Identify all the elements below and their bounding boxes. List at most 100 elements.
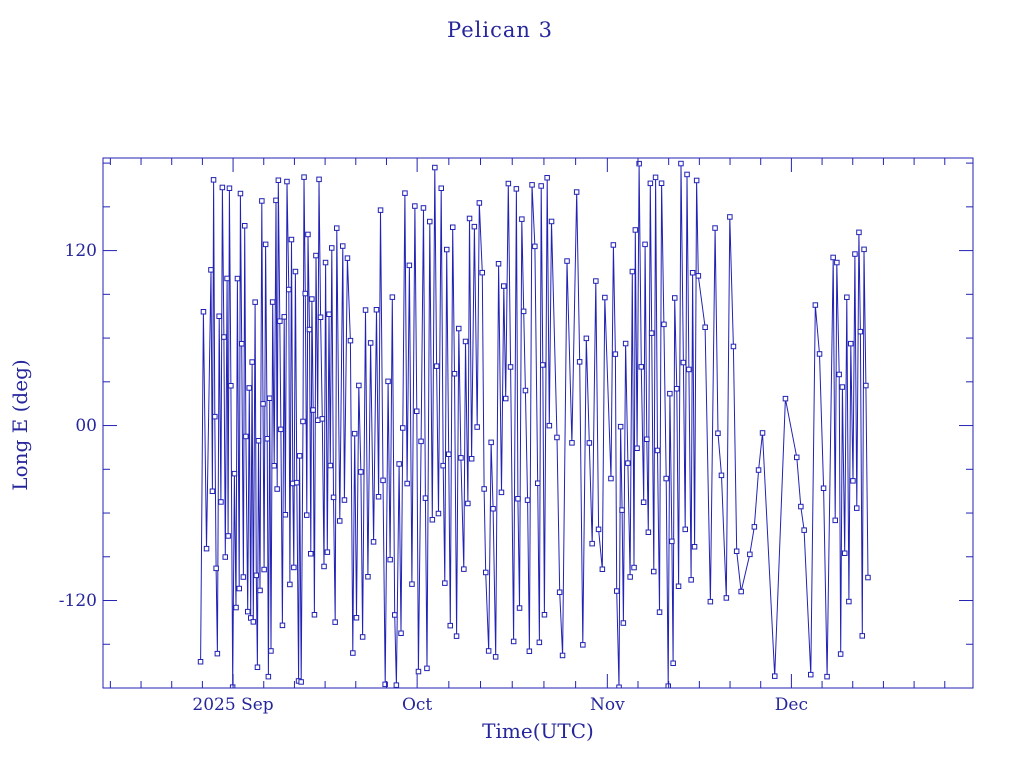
data-point-marker	[602, 294, 608, 301]
data-point-marker	[656, 609, 663, 615]
plot-frame	[102, 157, 974, 689]
data-point-marker	[213, 565, 219, 572]
data-point-marker	[501, 283, 507, 289]
data-point-marker	[435, 510, 442, 517]
data-point-marker	[718, 472, 725, 479]
data-point-marker	[332, 619, 338, 625]
data-point-marker	[682, 526, 688, 533]
data-point-marker	[216, 313, 222, 319]
data-point-marker	[848, 340, 854, 347]
data-point-marker	[852, 251, 858, 257]
data-point-marker	[237, 190, 244, 197]
data-point-marker	[642, 241, 648, 248]
data-point-marker	[759, 430, 766, 436]
data-point-marker	[277, 318, 283, 324]
data-point-marker	[654, 447, 661, 454]
data-point-marker	[393, 682, 400, 688]
data-point-marker	[239, 341, 245, 347]
data-point-marker	[432, 164, 438, 171]
data-point-marker	[510, 638, 517, 645]
data-point-marker	[801, 527, 807, 533]
data-point-marker	[837, 651, 844, 657]
data-point-marker	[636, 160, 642, 167]
data-point-marker	[524, 497, 531, 503]
data-series	[197, 160, 871, 688]
data-point-marker	[262, 241, 269, 248]
data-point-marker	[616, 684, 622, 688]
data-point-marker	[652, 174, 659, 181]
data-point-marker	[265, 673, 272, 680]
data-point-marker	[844, 294, 850, 300]
data-point-marker	[782, 395, 789, 402]
data-point-marker	[400, 425, 406, 431]
data-point-marker	[326, 311, 332, 317]
data-point-marker	[738, 588, 744, 595]
data-point-marker	[535, 480, 541, 486]
data-point-marker	[291, 564, 297, 571]
x-tick-label: 2025 Sep	[192, 695, 274, 715]
data-point-marker	[246, 385, 252, 391]
data-point-marker	[351, 430, 358, 437]
data-point-marker	[548, 218, 555, 225]
data-point-marker	[678, 160, 684, 167]
data-point-marker	[479, 269, 485, 276]
data-point-marker	[465, 500, 471, 507]
data-point-marker	[583, 335, 590, 342]
data-point-marker	[859, 633, 865, 639]
axis-ticks	[103, 158, 973, 688]
data-point-marker	[451, 371, 458, 377]
data-point-marker	[298, 679, 304, 685]
data-point-marker	[680, 359, 687, 366]
data-point-marker	[212, 413, 218, 420]
data-point-marker	[593, 278, 599, 284]
data-point-marker	[798, 503, 804, 510]
data-point-marker	[812, 302, 819, 308]
data-point-marker	[456, 325, 462, 332]
data-point-marker	[485, 648, 492, 654]
data-point-marker	[712, 225, 718, 231]
data-point-marker	[444, 246, 450, 253]
y-tick-label: 120	[64, 240, 97, 261]
data-point-marker	[830, 254, 836, 261]
data-point-marker	[350, 650, 356, 656]
data-point-marker	[396, 461, 402, 467]
data-point-marker	[505, 180, 512, 187]
data-point-marker	[468, 456, 475, 462]
data-point-marker	[236, 585, 242, 592]
data-point-marker	[304, 512, 310, 518]
data-point-marker	[261, 566, 267, 573]
data-point-marker	[495, 261, 502, 267]
data-point-marker	[308, 551, 314, 557]
data-point-marker	[273, 197, 279, 204]
data-point-marker	[271, 463, 277, 469]
data-point-marker	[715, 430, 721, 436]
data-point-marker	[301, 174, 307, 180]
data-point-marker	[808, 671, 814, 678]
data-point-marker	[564, 258, 570, 264]
data-point-marker	[651, 568, 657, 575]
data-point-marker	[266, 395, 273, 401]
data-point-marker	[254, 664, 261, 670]
data-point-marker	[503, 395, 509, 402]
data-point-marker	[341, 497, 348, 503]
data-point-marker	[322, 259, 329, 266]
data-point-marker	[305, 231, 311, 238]
data-point-marker	[667, 390, 673, 397]
data-point-marker	[353, 615, 360, 621]
data-point-marker	[422, 495, 429, 501]
data-point-marker	[794, 454, 800, 461]
data-point-marker	[324, 549, 331, 555]
data-point-marker	[619, 507, 625, 513]
data-point-marker	[612, 351, 619, 357]
data-point-marker	[359, 634, 366, 640]
data-point-marker	[224, 275, 230, 282]
data-point-marker	[832, 517, 838, 524]
data-point-marker	[599, 566, 606, 572]
data-point-marker	[424, 665, 430, 672]
data-point-marker	[674, 386, 680, 392]
data-point-marker	[755, 467, 762, 473]
data-point-marker	[474, 424, 480, 430]
data-point-marker	[329, 245, 335, 251]
